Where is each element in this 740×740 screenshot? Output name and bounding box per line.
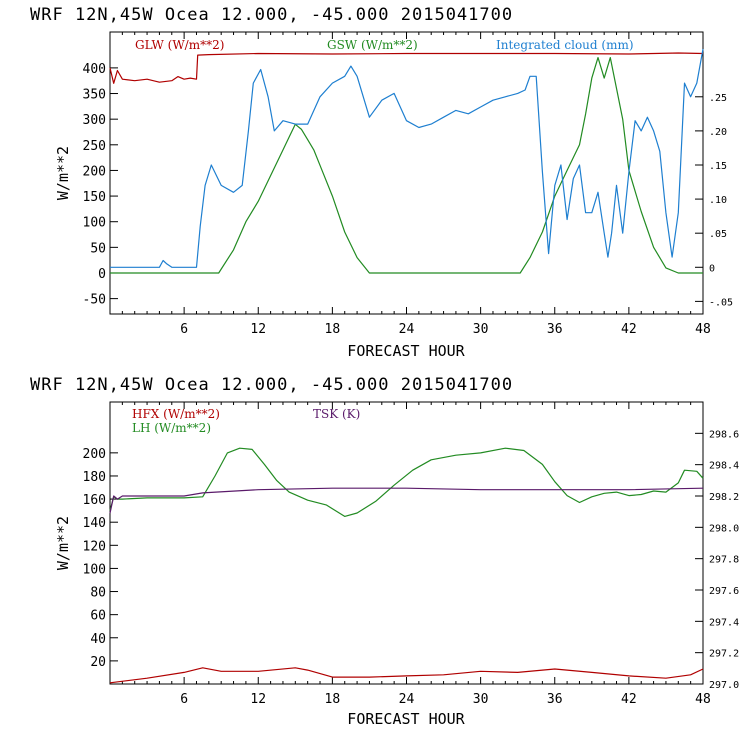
top-x-tick-label: 18: [325, 322, 341, 337]
bottom-y-tick-label: 200: [83, 447, 106, 462]
bottom-y2-tick-label: 297.2: [709, 649, 739, 660]
top-y-tick-label: -50: [83, 293, 106, 308]
bottom-y-tick-label: 80: [90, 586, 106, 601]
top-y2-tick-label: .05: [709, 229, 727, 240]
bottom-series-hfx: [109, 667, 704, 684]
top-y2-tick-label: .10: [709, 195, 727, 206]
bottom-y2-tick-label: 298.6: [709, 429, 739, 440]
top-y-tick-label: 50: [90, 241, 106, 256]
top-x-tick-label: 12: [250, 322, 266, 337]
bottom-y-tick-label: 140: [83, 516, 106, 531]
top-y-axis-label: W/m**2: [54, 146, 72, 200]
top-legend-gsw: GSW (W/m**2): [327, 38, 418, 52]
bottom-y2-tick-label: 298.0: [709, 523, 739, 534]
bottom-legend-lh: LH (W/m**2): [132, 421, 211, 435]
bottom-y-tick-label: 60: [90, 609, 106, 624]
top-y-tick-label: 250: [83, 139, 106, 154]
top-y-tick-label: 150: [83, 190, 106, 205]
bottom-chart: WRF 12N,45W Ocea 12.000, -45.000 2015041…: [30, 375, 739, 728]
top-y-tick-label: 200: [83, 164, 106, 179]
bottom-y2-tick-label: 297.8: [709, 555, 739, 566]
bottom-y-tick-label: 180: [83, 470, 106, 485]
bottom-plot-frame: [109, 401, 704, 685]
top-series-glw: [109, 52, 704, 84]
bottom-legend-hfx: HFX (W/m**2): [132, 407, 220, 421]
top-x-tick-label: 6: [180, 322, 188, 337]
bottom-x-axis-label: FORECAST HOUR: [347, 710, 465, 728]
bottom-y2-tick-label: 297.4: [709, 617, 739, 628]
bottom-y-tick-label: 20: [90, 655, 106, 670]
bottom-legend-tsk: TSK (K): [313, 407, 360, 421]
top-series-integrated: [110, 48, 704, 268]
top-y-tick-label: 100: [83, 216, 106, 231]
bottom-x-tick-label: 42: [621, 692, 637, 707]
top-x-tick-label: 24: [399, 322, 415, 337]
bottom-x-tick-label: 24: [399, 692, 415, 707]
bottom-y2-tick-label: 298.2: [709, 492, 739, 503]
top-legend-glw: GLW (W/m**2): [135, 38, 224, 52]
bottom-x-tick-label: 30: [473, 692, 489, 707]
bottom-y-tick-label: 120: [83, 539, 106, 554]
bottom-y2-tick-label: 298.4: [709, 461, 739, 472]
bottom-x-tick-label: 36: [547, 692, 563, 707]
top-y2-tick-label: .15: [709, 161, 727, 172]
bottom-y-tick-label: 160: [83, 493, 106, 508]
bottom-y2-tick-label: 297.6: [709, 586, 739, 597]
top-y-tick-label: 300: [83, 113, 106, 128]
bottom-x-tick-label: 48: [695, 692, 711, 707]
top-y2-tick-label: -.05: [709, 297, 733, 308]
bottom-chart-header: WRF 12N,45W Ocea 12.000, -45.000 2015041…: [30, 375, 513, 395]
top-y2-tick-label: 0: [709, 263, 715, 274]
bottom-x-tick-label: 12: [250, 692, 266, 707]
top-legend-cloud: Integrated cloud (mm): [496, 38, 634, 52]
top-series-gsw: [110, 57, 703, 274]
top-y2-tick-label: .20: [709, 127, 727, 138]
bottom-series-lh: [109, 447, 704, 517]
bottom-y-axis-label: W/m**2: [54, 516, 72, 570]
top-chart-header: WRF 12N,45W Ocea 12.000, -45.000 2015041…: [30, 5, 513, 25]
bottom-y-tick-label: 100: [83, 562, 106, 577]
bottom-y-tick-label: 40: [90, 632, 106, 647]
bottom-y2-tick-label: 297.0: [709, 680, 739, 691]
top-x-tick-label: 48: [695, 322, 711, 337]
top-x-tick-label: 30: [473, 322, 489, 337]
top-chart: WRF 12N,45W Ocea 12.000, -45.000 2015041…: [30, 5, 733, 360]
top-y2-tick-label: .25: [709, 93, 727, 104]
bottom-x-tick-label: 6: [180, 692, 188, 707]
top-y-tick-label: 0: [98, 267, 106, 282]
top-x-tick-label: 42: [621, 322, 637, 337]
top-y-tick-label: 400: [83, 62, 106, 77]
bottom-x-tick-label: 18: [325, 692, 341, 707]
bottom-series-tsk: [109, 487, 704, 514]
top-y-tick-label: 350: [83, 88, 106, 103]
top-x-axis-label: FORECAST HOUR: [347, 342, 465, 360]
top-x-tick-label: 36: [547, 322, 563, 337]
